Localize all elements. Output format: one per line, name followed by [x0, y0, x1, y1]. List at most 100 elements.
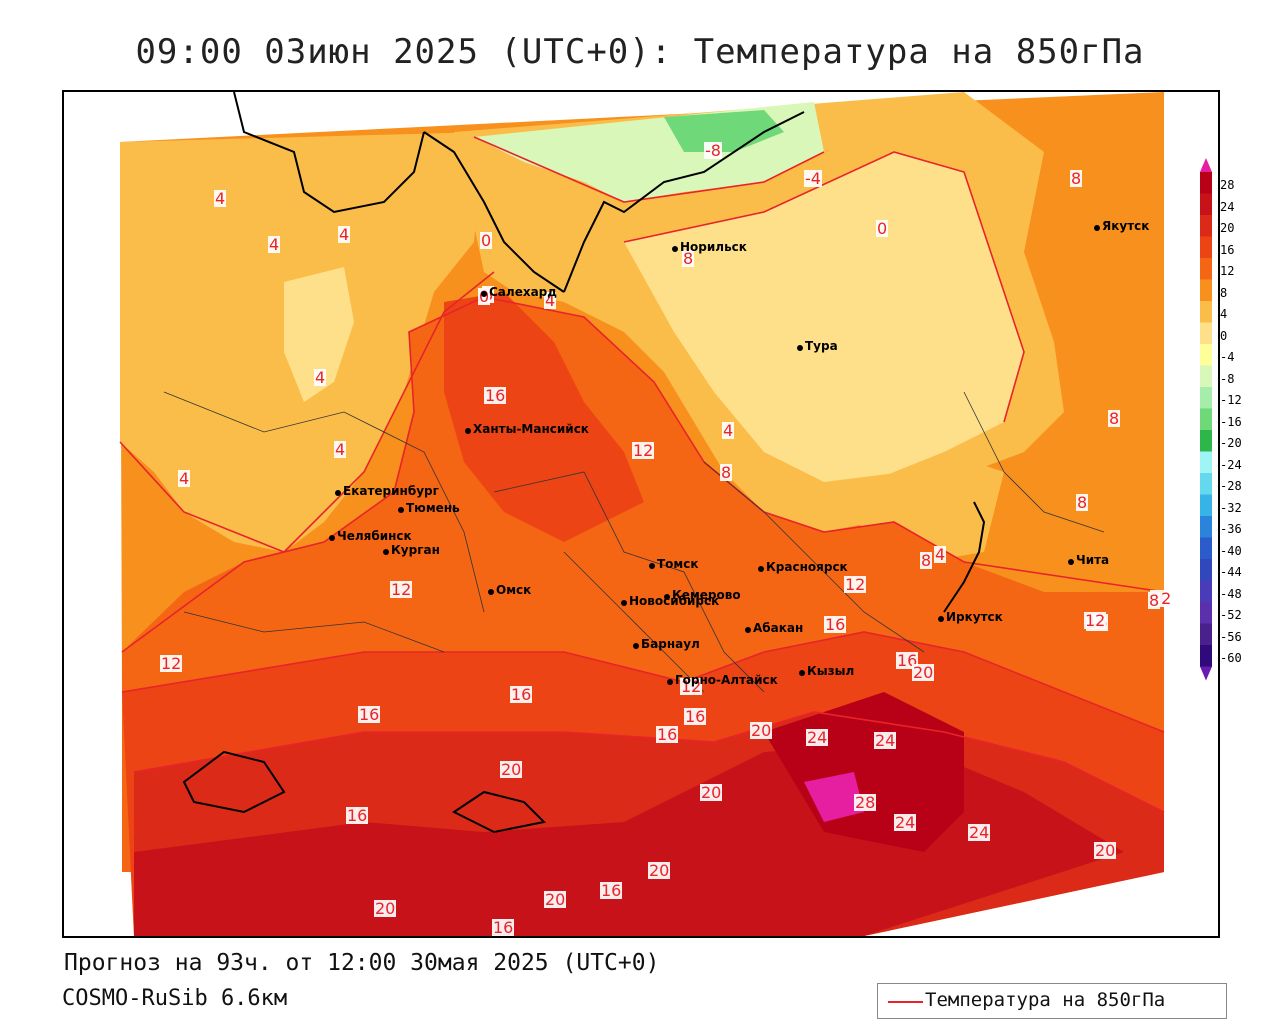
city-label: Норильск	[680, 240, 747, 254]
isotherm-label: 12	[632, 441, 655, 460]
isotherm-label: -8	[704, 141, 722, 160]
colorbar-segment	[1200, 236, 1212, 259]
city-label: Томск	[657, 557, 699, 571]
city-label: Новосибирск	[629, 594, 720, 608]
colorbar-tick-label: -60	[1220, 651, 1242, 665]
isotherm-label: 16	[484, 386, 507, 405]
colorbar-tick-label: 16	[1220, 242, 1235, 257]
colorbar-segment	[1200, 258, 1212, 280]
isotherm-label: 4	[338, 225, 351, 244]
isotherm-label: 20	[544, 890, 567, 909]
zone-plus16	[444, 292, 644, 542]
colorbar-max-arrow	[1200, 158, 1212, 172]
colorbar-min-arrow	[1200, 666, 1212, 681]
colorbar-segment	[1200, 559, 1212, 581]
city-marker	[621, 600, 627, 606]
city-marker	[481, 291, 487, 297]
city-marker	[797, 345, 803, 351]
legend-label: Температура на 850гПа	[925, 989, 1166, 1011]
isotherm-label: 24	[968, 823, 991, 842]
isotherm-label: 8	[1148, 591, 1161, 610]
colorbar-segment	[1200, 430, 1212, 452]
colorbar-tick-label: 24	[1220, 199, 1235, 214]
city-marker	[398, 507, 404, 513]
isotherm-label: 24	[894, 813, 917, 832]
colorbar-tick-label: -52	[1220, 608, 1242, 622]
model-name: COSMO-RuSib 6.6км	[62, 986, 288, 1011]
coastlines	[182, 92, 986, 834]
isotherm-label: 4	[544, 291, 557, 310]
city-marker	[329, 535, 335, 541]
city-label: Тура	[805, 339, 838, 353]
colorbar-segment	[1200, 344, 1212, 366]
city-marker	[1068, 559, 1074, 565]
colorbar-segment	[1200, 623, 1212, 646]
isotherm-label: 20	[912, 663, 935, 682]
colorbar: 28 24 20 16 12 8 4 0 -4 -8 -12 -16 -20 -24 -28 -32 -36 -4…	[1198, 158, 1278, 693]
isotherm-label: 4	[334, 440, 347, 459]
city-label: Омск	[496, 583, 532, 597]
colorbar-tick-label: -44	[1220, 565, 1242, 579]
colorbar-segment	[1200, 279, 1212, 302]
map-title: 09:00 03июн 2025 (UTC+0): Температура на…	[135, 32, 1145, 72]
colorbar-segment	[1200, 451, 1212, 474]
isotherm-label: 20	[374, 899, 397, 918]
colorbar-segment	[1200, 215, 1212, 237]
city-label: Барнаул	[641, 637, 700, 651]
isotherm-label: 8	[682, 249, 695, 268]
colorbar-tick-label: -28	[1220, 479, 1242, 493]
zone-zero-east	[624, 152, 1024, 482]
isotherm-label: 8	[1076, 493, 1089, 512]
city-label: Горно-Алтайск	[675, 673, 778, 687]
isotherm-label: 20	[750, 721, 773, 740]
isotherm-label: 4	[214, 189, 227, 208]
zone-minus8	[664, 110, 784, 152]
isotherm-label: 4	[314, 368, 327, 387]
region-boundaries	[163, 391, 1105, 693]
colorbar-tick-label: -36	[1220, 522, 1242, 536]
colorbar-tick-label: 4	[1220, 307, 1228, 321]
colorbar-strip	[1200, 158, 1212, 681]
city-marker	[488, 589, 494, 595]
isotherm-label: 4	[934, 545, 947, 564]
colorbar-tick-label: -56	[1220, 629, 1242, 644]
isotherm-label: 12	[680, 677, 703, 696]
city-label: Кемерово	[672, 588, 741, 602]
city-label: Тюмень	[406, 501, 460, 515]
forecast-map: -8-4084440884404161248488481212121616121…	[62, 90, 1220, 938]
colorbar-segment	[1200, 193, 1212, 216]
colorbar-segment	[1200, 494, 1212, 517]
colorbar-segment	[1200, 602, 1212, 624]
colorbar-segment	[1200, 365, 1212, 388]
legend-line-swatch	[888, 1001, 923, 1003]
city-label: Абакан	[753, 621, 804, 635]
colorbar-segment	[1200, 516, 1212, 538]
colorbar-segment	[1200, 301, 1212, 323]
isotherm-label: 8	[1070, 169, 1083, 188]
colorbar-tick-label: -40	[1220, 543, 1242, 558]
city-label: Челябинск	[337, 529, 412, 543]
colorbar-tick-label: 12	[1220, 264, 1235, 278]
isotherm-label: 16	[510, 685, 533, 704]
city-marker	[664, 594, 670, 600]
isotherm-label: 12	[844, 575, 867, 594]
isotherm-label: 16	[600, 881, 623, 900]
temperature-field	[119, 92, 1165, 936]
colorbar-segment	[1200, 322, 1212, 345]
city-marker	[667, 679, 673, 685]
isotherm-label: 8	[920, 551, 933, 570]
city-label: Салехард	[489, 285, 557, 299]
colorbar-tick-label: -32	[1220, 500, 1242, 515]
colorbar-tick-label: -8	[1220, 371, 1235, 386]
colorbar-segment	[1200, 645, 1212, 667]
zone-zero-west	[284, 267, 354, 402]
colorbar-segment	[1200, 408, 1212, 431]
isotherm-label: 16	[684, 707, 707, 726]
city-label: Кызыл	[807, 664, 855, 678]
colorbar-segment	[1200, 387, 1212, 409]
isotherm-label: 8	[720, 463, 733, 482]
city-marker	[649, 563, 655, 569]
isotherm-label: 12	[390, 580, 413, 599]
city-label: Курган	[391, 543, 440, 557]
isotherm-label: -4	[804, 169, 822, 188]
